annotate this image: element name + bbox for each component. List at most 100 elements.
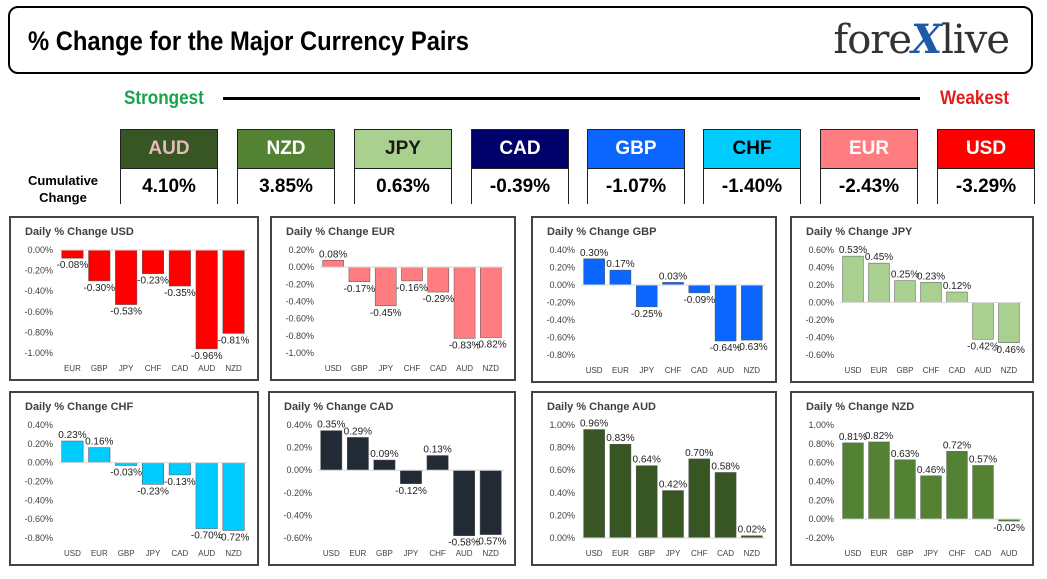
currency-card-aud: AUD 4.10% bbox=[120, 129, 218, 205]
y-tick-label: 0.40% bbox=[286, 420, 312, 430]
data-label: -0.09% bbox=[683, 295, 715, 306]
y-tick-label: -0.80% bbox=[24, 327, 53, 337]
bar bbox=[741, 284, 763, 341]
data-label: -0.46% bbox=[993, 345, 1025, 356]
bar bbox=[894, 280, 916, 303]
y-tick-label: -0.60% bbox=[546, 333, 575, 343]
bar-chart: Daily % Change JPY 0.60% 0.40% 0.20% 0.00% -0… bbox=[805, 226, 1025, 375]
x-tick-label: AUD bbox=[198, 549, 215, 558]
bar bbox=[61, 440, 84, 463]
x-tick-label: GBP bbox=[351, 364, 368, 373]
chart-title: Daily % Change USD bbox=[25, 226, 134, 238]
y-tick-label: -0.20% bbox=[24, 477, 53, 487]
data-label: 0.45% bbox=[865, 252, 893, 263]
currency-code: CHF bbox=[704, 130, 800, 169]
chart-title: Daily % Change AUD bbox=[547, 401, 656, 413]
data-label: 0.29% bbox=[344, 426, 372, 437]
x-tick-label: AUD bbox=[456, 549, 473, 558]
currency-card-eur: EUR -2.43% bbox=[820, 129, 918, 205]
x-tick-label: NZD bbox=[482, 549, 499, 558]
x-tick-label: NZD bbox=[1001, 366, 1018, 375]
y-tick-label: -0.40% bbox=[24, 286, 53, 296]
data-label: 0.09% bbox=[370, 449, 398, 460]
x-tick-label: USD bbox=[323, 549, 340, 558]
bar bbox=[401, 266, 423, 282]
y-tick-label: -0.60% bbox=[285, 314, 314, 324]
data-label: 0.30% bbox=[580, 248, 608, 259]
strength-arrow-line bbox=[223, 97, 920, 100]
x-tick-label: NZD bbox=[225, 364, 242, 373]
y-tick-label: 0.20% bbox=[286, 443, 312, 453]
y-tick-label: -0.20% bbox=[24, 266, 53, 276]
data-label: -0.03% bbox=[110, 467, 142, 478]
bar bbox=[714, 472, 737, 539]
y-tick-label: 0.40% bbox=[549, 245, 575, 255]
bar bbox=[688, 458, 711, 539]
currency-code: AUD bbox=[121, 130, 217, 169]
forexlive-logo: foreXlive bbox=[833, 16, 1010, 63]
data-label: 0.16% bbox=[85, 437, 113, 448]
y-tick-label: -0.80% bbox=[546, 350, 575, 360]
bar bbox=[115, 249, 138, 305]
data-label: 0.12% bbox=[943, 281, 971, 292]
x-tick-label: USD bbox=[845, 366, 862, 375]
bar bbox=[222, 249, 245, 334]
cumulative-change-value: -0.39% bbox=[472, 169, 568, 205]
y-tick-label: 0.00% bbox=[808, 298, 834, 308]
data-label: 0.46% bbox=[917, 465, 945, 476]
bar bbox=[583, 429, 605, 539]
y-tick-label: -0.40% bbox=[283, 510, 312, 520]
bar bbox=[609, 443, 632, 539]
data-label: -0.45% bbox=[370, 308, 402, 319]
data-label: 0.03% bbox=[659, 271, 687, 282]
data-label: 0.02% bbox=[738, 525, 766, 536]
y-tick-label: 0.60% bbox=[808, 458, 834, 468]
data-label: 0.70% bbox=[685, 448, 713, 459]
bar bbox=[374, 266, 397, 307]
bar bbox=[400, 469, 422, 485]
y-tick-label: -0.40% bbox=[546, 315, 575, 325]
bar bbox=[373, 459, 396, 471]
x-tick-label: USD bbox=[845, 549, 862, 558]
bar-chart: Daily % Change CHF 0.40% 0.20% 0.00% -0.20% -… bbox=[24, 401, 250, 558]
currency-card-gbp: GBP -1.07% bbox=[587, 129, 685, 205]
x-tick-label: GBP bbox=[118, 549, 135, 558]
y-tick-label: 0.40% bbox=[27, 420, 53, 430]
bar bbox=[61, 249, 84, 259]
currency-code: JPY bbox=[355, 130, 451, 169]
y-tick-label: -0.40% bbox=[285, 297, 314, 307]
x-tick-label: CHF bbox=[145, 364, 162, 373]
x-tick-label: NZD bbox=[744, 549, 761, 558]
x-tick-label: CHF bbox=[429, 549, 446, 558]
bar bbox=[842, 442, 864, 520]
bar bbox=[972, 302, 994, 340]
bar bbox=[868, 262, 890, 303]
x-tick-label: JPY bbox=[639, 366, 654, 375]
y-tick-label: -0.60% bbox=[283, 533, 312, 543]
data-label: 0.64% bbox=[633, 455, 661, 466]
bar-chart: Daily % Change AUD 1.00% 0.80% 0.60% 0.40% 0.… bbox=[547, 401, 766, 558]
bar bbox=[920, 475, 942, 520]
y-tick-label: 0.20% bbox=[549, 263, 575, 273]
bar bbox=[920, 282, 942, 303]
y-tick-label: 0.00% bbox=[27, 245, 53, 255]
bar-chart: Daily % Change GBP 0.40% 0.20% 0.00% -0.20% -… bbox=[546, 226, 767, 375]
bar bbox=[195, 462, 218, 529]
y-tick-label: 0.60% bbox=[549, 465, 575, 475]
y-tick-label: 1.00% bbox=[549, 420, 575, 430]
x-tick-label: GBP bbox=[897, 366, 914, 375]
x-tick-label: JPY bbox=[404, 549, 419, 558]
y-tick-label: 0.00% bbox=[288, 262, 314, 272]
data-label: -0.30% bbox=[83, 283, 115, 294]
data-label: -0.57% bbox=[475, 537, 507, 548]
y-tick-label: 0.00% bbox=[549, 280, 575, 290]
data-label: -0.72% bbox=[218, 532, 250, 543]
data-label: 0.63% bbox=[891, 449, 919, 460]
cumulative-change-value: 0.63% bbox=[355, 169, 451, 205]
y-tick-label: 0.40% bbox=[808, 263, 834, 273]
x-tick-label: USD bbox=[64, 549, 81, 558]
y-tick-label: 0.40% bbox=[549, 488, 575, 498]
y-tick-label: 0.60% bbox=[808, 245, 834, 255]
bar bbox=[609, 269, 632, 286]
x-tick-label: CAD bbox=[691, 366, 708, 375]
